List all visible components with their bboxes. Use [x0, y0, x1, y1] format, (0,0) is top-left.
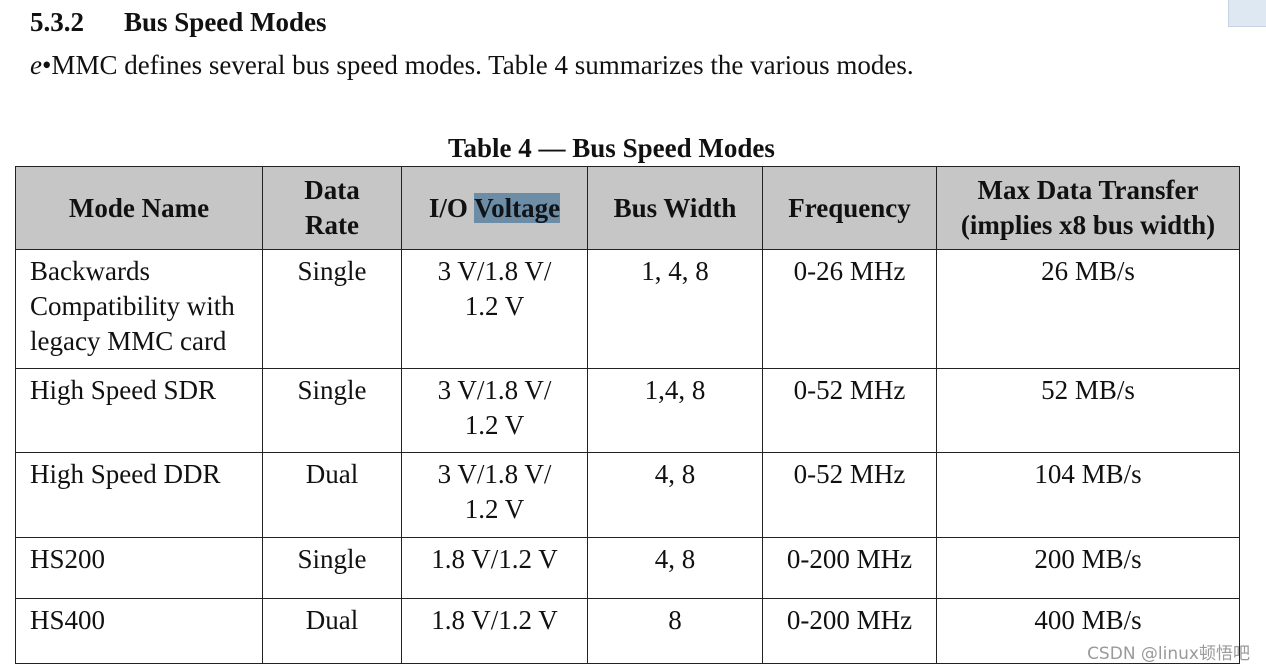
header-max-transfer-line-1: Max Data Transfer: [977, 175, 1199, 205]
bus-speed-modes-table: Mode Name Data Rate I/O Voltage Bus Width…: [15, 166, 1240, 664]
cell-data-rate: Single: [262, 537, 402, 599]
voltage-line: 1.2 V: [464, 494, 525, 524]
cell-frequency: 0-200 MHz: [762, 537, 937, 599]
cell-data-rate: Single: [262, 249, 402, 369]
mode-name-line: HS200: [30, 544, 106, 574]
header-bus-width-text: Bus Width: [613, 192, 737, 223]
header-bus-width: Bus Width: [587, 166, 763, 250]
cell-io-voltage: 1.8 V/1.2 V: [401, 598, 588, 664]
table-row: HS200 Single 1.8 V/1.2 V 4, 8 0-200 MHz …: [15, 537, 1240, 599]
section-number: 5.3.2: [30, 7, 84, 37]
watermark: CSDN @linux顿悟吧: [1087, 644, 1250, 664]
table-header-row: Mode Name Data Rate I/O Voltage Bus Width…: [15, 166, 1240, 250]
selected-text-highlight[interactable]: Voltage: [474, 192, 561, 223]
cell-data-rate: Single: [262, 368, 402, 453]
cell-io-voltage: 3 V/1.8 V/1.2 V: [401, 368, 588, 453]
header-data-rate: Data Rate: [262, 166, 402, 250]
cell-mode-name: High Speed DDR: [15, 452, 263, 538]
voltage-line: 3 V/1.8 V/: [437, 256, 552, 286]
mode-name-line: HS400: [30, 605, 106, 635]
table-row: HS400 Dual 1.8 V/1.2 V 8 0-200 MHz 400 M…: [15, 598, 1240, 664]
cell-bus-width: 4, 8: [587, 452, 763, 538]
intro-text: •MMC defines several bus speed modes. Ta…: [41, 50, 914, 80]
header-io-voltage: I/O Voltage: [401, 166, 588, 250]
cell-mode-name: HS400: [15, 598, 263, 664]
header-data-rate-line-2: Rate: [305, 210, 359, 240]
voltage-line: 1.8 V/1.2 V: [431, 605, 558, 635]
cell-frequency: 0-200 MHz: [762, 598, 937, 664]
intro-italic-prefix: e: [30, 50, 42, 80]
header-frequency-text: Frequency: [788, 192, 911, 223]
voltage-line: 3 V/1.8 V/: [437, 375, 552, 405]
cell-frequency: 0-52 MHz: [762, 368, 937, 453]
header-max-data-transfer: Max Data Transfer (implies x8 bus width): [936, 166, 1240, 250]
cell-max-transfer: 400 MB/s: [936, 598, 1240, 664]
cell-mode-name: HS200: [15, 537, 263, 599]
header-data-rate-line-1: Data: [304, 175, 360, 205]
page-corner-tab: [1228, 0, 1266, 27]
table-row: Backwards Compatibility with legacy MMC ca…: [15, 249, 1240, 369]
cell-bus-width: 1, 4, 8: [587, 249, 763, 369]
table-row: High Speed DDR Dual 3 V/1.8 V/1.2 V 4, 8…: [15, 452, 1240, 538]
cell-bus-width: 1,4, 8: [587, 368, 763, 453]
mode-name-line: legacy MMC card: [30, 326, 227, 356]
mode-name-line: High Speed DDR: [30, 459, 221, 489]
header-mode-name-text: Mode Name: [68, 192, 210, 223]
cell-max-transfer: 26 MB/s: [936, 249, 1240, 369]
voltage-line: 1.2 V: [464, 410, 525, 440]
voltage-line: 1.8 V/1.2 V: [431, 544, 558, 574]
cell-data-rate: Dual: [262, 452, 402, 538]
cell-io-voltage: 1.8 V/1.2 V: [401, 537, 588, 599]
intro-paragraph: e•MMC defines several bus speed modes. T…: [30, 50, 914, 81]
cell-mode-name: Backwards Compatibility with legacy MMC ca…: [15, 249, 263, 369]
table-row: High Speed SDR Single 3 V/1.8 V/1.2 V 1,…: [15, 368, 1240, 453]
voltage-line: 3 V/1.8 V/: [437, 459, 552, 489]
header-max-transfer-line-2: (implies x8 bus width): [960, 210, 1216, 240]
table-caption: Table 4 — Bus Speed Modes: [448, 133, 775, 163]
section-title: Bus Speed Modes: [124, 7, 327, 37]
header-mode-name: Mode Name: [15, 166, 263, 250]
mode-name-line: High Speed SDR: [30, 375, 217, 405]
mode-name-line: Backwards: [30, 256, 150, 286]
cell-frequency: 0-26 MHz: [762, 249, 937, 369]
voltage-line: 1.2 V: [464, 291, 525, 321]
cell-io-voltage: 3 V/1.8 V/1.2 V: [401, 452, 588, 538]
header-frequency: Frequency: [762, 166, 937, 250]
section-heading: 5.3.2 Bus Speed Modes: [30, 7, 327, 38]
cell-max-transfer: 200 MB/s: [936, 537, 1240, 599]
cell-frequency: 0-52 MHz: [762, 452, 937, 538]
cell-bus-width: 4, 8: [587, 537, 763, 599]
cell-max-transfer: 52 MB/s: [936, 368, 1240, 453]
mode-name-line: Compatibility with: [30, 291, 235, 321]
cell-data-rate: Dual: [262, 598, 402, 664]
header-io-voltage-prefix: I/O: [428, 192, 475, 223]
cell-bus-width: 8: [587, 598, 763, 664]
cell-mode-name: High Speed SDR: [15, 368, 263, 453]
cell-max-transfer: 104 MB/s: [936, 452, 1240, 538]
cell-io-voltage: 3 V/1.8 V/1.2 V: [401, 249, 588, 369]
